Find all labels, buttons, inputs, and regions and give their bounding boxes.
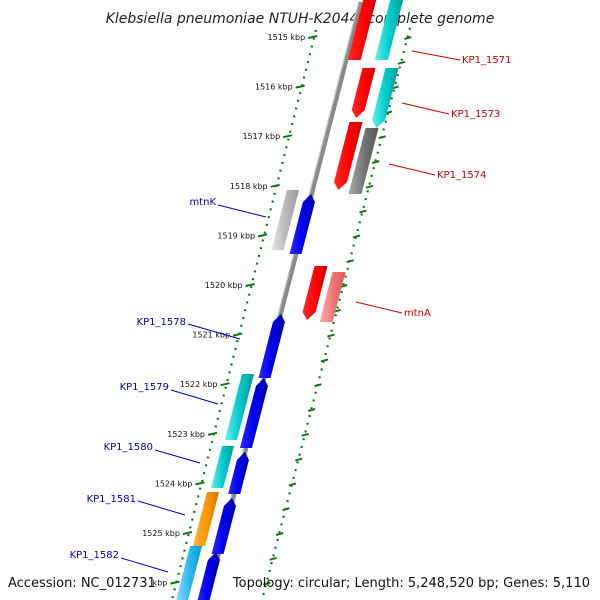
scale-minor-tick [352,234,361,239]
scale-minor-tick [282,507,290,512]
gene-labels: KP1_1571 KP1_1573 KP1_1574 mtnA mtnK KP1_1578… [70,50,511,573]
gene-kp1582-blue[interactable] [196,552,220,600]
gene-label-reverse[interactable]: KP1_1582 [70,550,119,561]
scale-minor-tick [359,209,367,214]
scale-minor-tick [346,259,354,264]
label-leader-line [388,163,436,176]
gene-label-forward[interactable]: KP1_1574 [437,170,486,181]
label-leader-line [187,323,241,340]
gene-kp1582-sky[interactable] [175,546,202,600]
gene-red-kp1571[interactable] [351,68,376,118]
scale-label: 1521 kbp [192,331,230,340]
gene-kp1580-blue[interactable] [228,452,249,494]
scale-label: 1522 kbp [180,380,218,389]
gene-features [175,0,405,600]
gene-kp1581-orange[interactable] [193,492,219,546]
gene-kp1579-cyan[interactable] [224,374,254,440]
scale-minor-tick [275,532,284,536]
gene-label-reverse[interactable]: mtnK [189,197,216,208]
label-leader-line [401,102,450,115]
scale-label: 1516 kbp [255,83,293,92]
scale-ticks: 1515 kbp 1516 kbp 1517 kbp 1518 kbp 1519 kbp… [142,33,412,588]
scale-tick [195,481,205,486]
gene-label-forward[interactable]: KP1_1573 [451,109,500,120]
scale-tick [270,183,280,188]
label-leader-line [217,204,267,218]
scale-minor-tick [301,432,309,437]
gene-mtnK-blue[interactable] [289,194,315,254]
gene-kp1580-cyan[interactable] [211,446,234,488]
scale-tick [207,431,218,436]
label-leader-line [154,449,201,464]
scale-minor-tick [288,482,297,487]
scale-minor-tick [327,333,335,338]
scale-label: 1519 kbp [217,231,255,240]
scale-tick [257,233,268,238]
scale-tick [232,332,243,337]
scale-minor-tick [378,135,386,140]
gene-cyan-kp1573[interactable] [372,68,399,128]
scale-tick [295,84,305,89]
scale-label: kbp [153,579,168,588]
scale-minor-tick [404,36,412,40]
label-leader-line [170,389,219,405]
gene-label-forward[interactable]: KP1_1571 [462,55,511,66]
label-leader-line [411,50,461,61]
gene-gray-kp1574[interactable] [348,128,379,194]
gene-red-top[interactable] [347,0,378,60]
gene-label-reverse[interactable]: KP1_1581 [87,494,136,505]
gene-kp1579-blue[interactable] [239,378,268,448]
scale-tick [282,134,293,139]
scale-tick [245,283,255,287]
gene-mtnK-gray[interactable] [271,190,299,250]
scale-minor-tick [269,556,277,561]
gene-red-kp1574[interactable] [334,122,363,190]
gene-label-reverse[interactable]: KP1_1580 [104,442,153,453]
scale-tick [308,35,318,39]
accession-text: Accession: NC_012731 [8,576,156,591]
scale-tick [182,531,193,535]
scale-minor-tick [397,60,406,65]
gene-label-reverse[interactable]: KP1_1579 [120,382,169,393]
scale-label: 1518 kbp [230,182,268,191]
scale-track [170,19,414,600]
label-leader-line [355,301,403,314]
scale-tick [220,382,230,387]
scale-label: 1515 kbp [268,33,306,42]
gene-kp1581-blue[interactable] [211,498,236,554]
scale-tick [170,580,180,585]
gene-kp1578-blue[interactable] [258,314,285,378]
scale-minor-tick [307,408,316,412]
map-title: Klebsiella pneumoniae NTUH-K2044, comple… [106,11,495,27]
scale-minor-tick [320,358,329,363]
scale-minor-tick [295,457,303,462]
gene-cyan-top[interactable] [374,0,405,60]
scale-minor-tick [372,160,380,164]
gene-label-reverse[interactable]: KP1_1578 [137,317,186,328]
label-leader-line [137,500,186,516]
scale-label: 1520 kbp [205,281,243,290]
topology-text: Topology: circular; Length: 5,248,520 bp… [232,576,590,591]
gene-label-forward[interactable]: mtnA [404,308,431,319]
gene-mtnA-pink[interactable] [319,272,346,322]
scale-label: 1517 kbp [242,132,280,141]
label-leader-line [120,557,169,573]
gene-mtnA-red[interactable] [302,266,328,320]
scale-minor-tick [365,184,374,189]
scale-label: 1524 kbp [155,479,193,488]
scale-minor-tick [314,383,322,388]
scale-minor-tick [262,581,271,586]
scale-label: 1523 kbp [167,430,205,439]
scale-label: 1525 kbp [142,529,180,538]
